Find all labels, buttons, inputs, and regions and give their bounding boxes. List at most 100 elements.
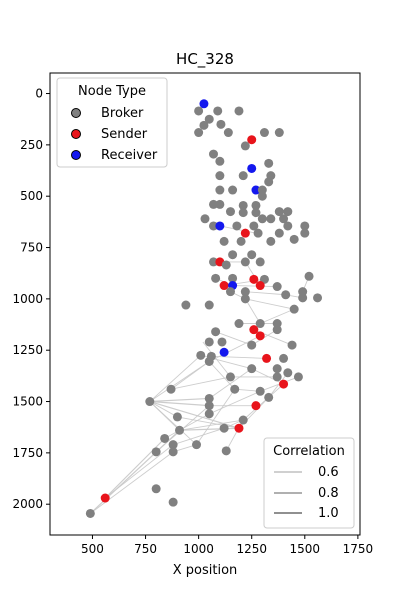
legend-marker-sender (71, 129, 81, 139)
edge-line (173, 427, 225, 446)
sender-node-point (219, 281, 229, 291)
broker-node-point (264, 392, 274, 402)
broker-node-point (168, 447, 178, 457)
broker-node-point (251, 208, 261, 218)
broker-node-point (208, 199, 218, 209)
x-tick-label: 1000 (183, 542, 214, 556)
sender-node-point (234, 423, 244, 433)
edge-line (208, 368, 252, 399)
node-layer (85, 99, 323, 518)
edge-line (179, 427, 239, 431)
broker-node-point (272, 372, 282, 382)
x-axis-label: X position (173, 563, 238, 578)
edge-line (209, 335, 261, 362)
broker-node-point (300, 221, 310, 231)
broker-node-point (240, 294, 250, 304)
broker-node-point (211, 273, 221, 283)
broker-node-point (272, 364, 282, 374)
edge-line (209, 390, 261, 415)
broker-node-point (204, 393, 214, 403)
legend-label-sender: Sender (101, 127, 148, 142)
node-type-legend: Node Type Broker Sender Receiver (56, 77, 168, 168)
edge-line (260, 308, 295, 324)
sender-node-point (262, 353, 272, 363)
x-axis: 500 750 1000 1250 1500 1750 (81, 535, 373, 556)
y-tick-label: 750 (20, 241, 43, 255)
legend-marker-receiver (71, 150, 81, 160)
receiver-node-point (199, 99, 209, 109)
receiver-node-point (247, 163, 257, 173)
broker-node-point (251, 200, 261, 210)
broker-node-point (257, 185, 267, 195)
broker-node-point (151, 447, 161, 457)
broker-node-point (215, 171, 225, 181)
sender-node-point (100, 493, 110, 503)
edge-line (251, 368, 284, 385)
broker-node-point (283, 368, 293, 378)
broker-node-point (266, 214, 276, 224)
broker-node-point (249, 221, 259, 231)
broker-node-point (266, 236, 276, 246)
edge-line (179, 419, 244, 431)
x-tick-label: 1250 (236, 542, 267, 556)
broker-node-point (255, 319, 265, 329)
sender-node-point (255, 281, 265, 291)
broker-node-point (281, 290, 291, 300)
broker-node-point (293, 372, 303, 382)
x-tick-label: 750 (134, 542, 157, 556)
broker-node-point (204, 114, 214, 124)
y-tick-label: 500 (20, 189, 43, 203)
receiver-node-point (251, 185, 261, 195)
sender-node-point (240, 228, 250, 238)
broker-node-point (274, 228, 284, 238)
broker-node-point (279, 353, 289, 363)
legend-label-0-8: 0.8 (318, 486, 339, 501)
y-tick-label: 1250 (12, 343, 43, 357)
broker-node-point (221, 446, 231, 456)
broker-node-point (259, 128, 269, 138)
broker-node-point (304, 271, 314, 281)
broker-node-point (219, 423, 229, 433)
broker-node-point (313, 293, 323, 303)
broker-node-point (289, 304, 299, 314)
broker-node-point (223, 128, 233, 138)
y-tick-label: 250 (20, 138, 43, 152)
edge-line (251, 329, 278, 346)
broker-node-point (228, 185, 238, 195)
edge-line (232, 285, 278, 287)
broker-node-point (264, 158, 274, 168)
legend-box (263, 437, 355, 529)
legend-title: Node Type (78, 84, 146, 99)
y-tick-label: 1000 (12, 292, 43, 306)
broker-node-point (230, 384, 240, 394)
edge-line (245, 291, 286, 296)
broker-node-point (257, 191, 267, 201)
broker-node-point (298, 293, 308, 303)
broker-node-point (238, 208, 248, 218)
y-axis: 0 250 500 750 1000 1250 1500 1750 2000 (12, 87, 50, 511)
y-tick-label: 1750 (12, 446, 43, 460)
broker-node-point (240, 287, 250, 297)
broker-node-point (199, 120, 209, 130)
edge-line (170, 376, 231, 390)
broker-node-point (228, 250, 238, 260)
broker-node-point (211, 327, 221, 337)
legend-title: Correlation (273, 444, 345, 459)
edge-line (242, 383, 284, 421)
broker-node-point (145, 397, 155, 407)
broker-node-point (85, 508, 95, 518)
broker-node-point (234, 106, 244, 116)
x-tick-label: 1500 (290, 542, 321, 556)
y-tick-label: 2000 (12, 497, 43, 511)
plot-frame (49, 72, 361, 536)
broker-node-point (238, 415, 248, 425)
broker-node-point (215, 185, 225, 195)
broker-node-point (272, 282, 282, 292)
chart-title: HC_328 (176, 50, 234, 69)
broker-node-point (181, 300, 191, 310)
broker-node-point (238, 171, 248, 181)
receiver-node-point (215, 221, 225, 231)
broker-node-point (217, 337, 227, 347)
broker-node-point (298, 287, 308, 297)
sender-node-point (247, 135, 257, 145)
